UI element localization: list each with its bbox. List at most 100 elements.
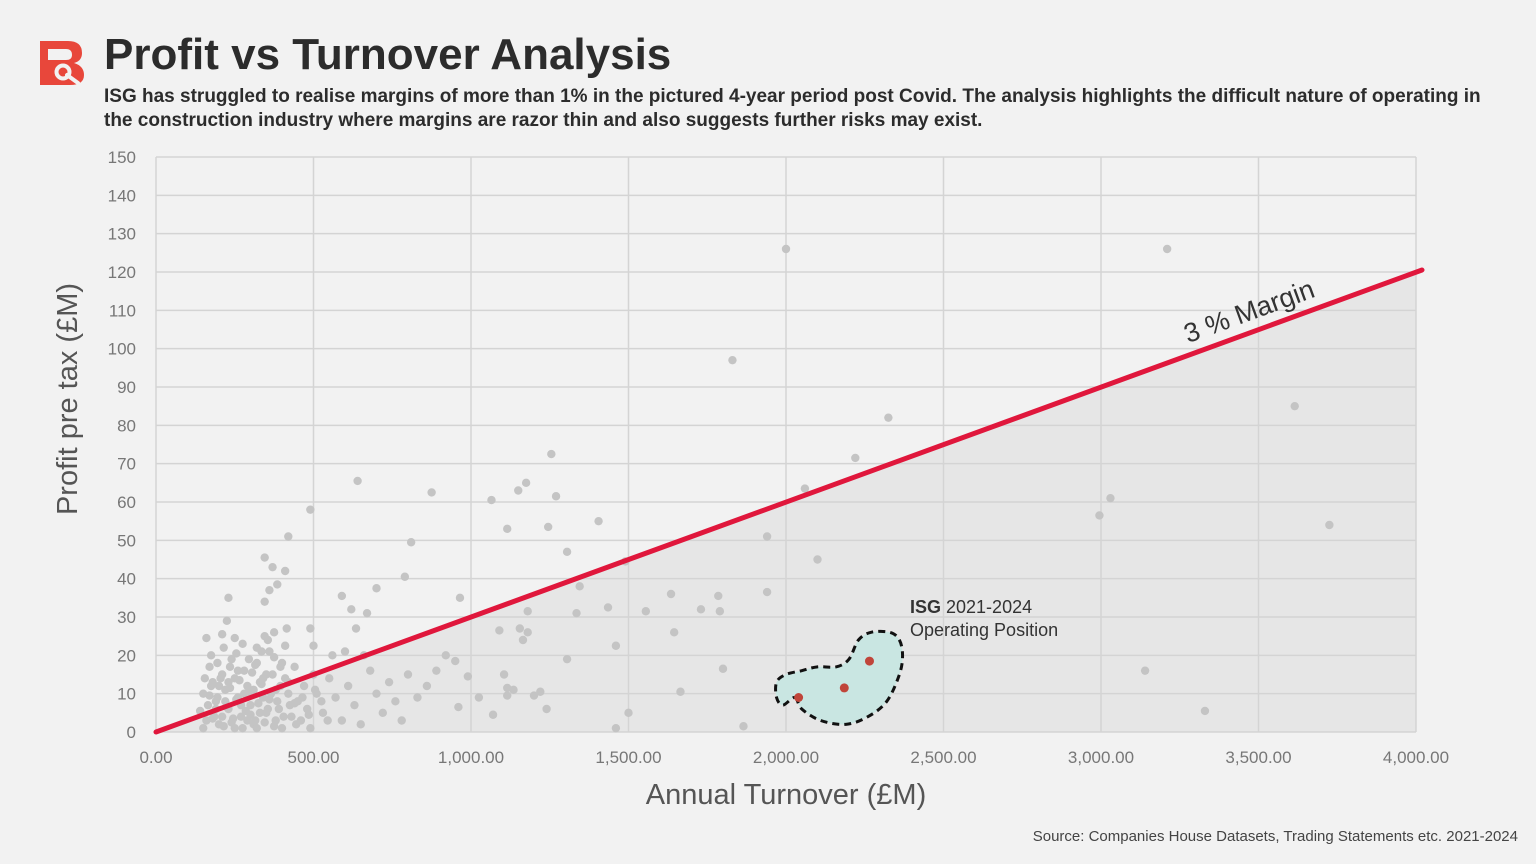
data-point: [282, 624, 291, 633]
data-point: [1140, 666, 1150, 675]
data-point: [536, 687, 545, 696]
data-point: [260, 553, 269, 562]
data-point: [696, 605, 706, 614]
data-point: [384, 677, 394, 687]
data-point: [1162, 244, 1172, 254]
data-point: [246, 710, 255, 719]
data-point: [347, 605, 356, 614]
data-point: [547, 449, 556, 459]
data-point: [299, 681, 309, 691]
data-point: [232, 649, 241, 658]
data-point: [269, 628, 279, 637]
x-tick-label: 4,000.00: [1383, 748, 1449, 767]
data-point: [199, 689, 208, 698]
data-point: [214, 681, 224, 691]
data-point: [257, 647, 266, 656]
data-point: [290, 699, 299, 708]
data-point: [542, 704, 551, 714]
y-tick-label: 50: [117, 531, 136, 550]
data-point: [306, 723, 315, 733]
y-tick-label: 110: [109, 301, 136, 320]
data-point: [351, 624, 361, 633]
data-point: [265, 695, 274, 704]
data-point: [206, 651, 216, 660]
data-point: [353, 476, 362, 486]
data-point: [268, 670, 277, 679]
data-point: [422, 681, 432, 691]
data-point: [488, 710, 498, 719]
data-point: [279, 712, 288, 721]
x-tick-label: 500.00: [288, 748, 340, 767]
data-point: [271, 716, 280, 725]
data-point: [240, 666, 249, 675]
data-point: [265, 585, 274, 595]
data-point: [503, 683, 512, 693]
y-tick-label: 100: [108, 340, 136, 359]
data-point: [624, 708, 633, 718]
data-point: [251, 660, 260, 670]
data-point: [851, 453, 860, 463]
data-point: [284, 689, 293, 698]
data-point: [227, 654, 236, 664]
data-point: [499, 670, 509, 679]
data-point: [277, 658, 287, 668]
data-point: [666, 589, 676, 599]
data-point: [739, 722, 748, 731]
brand-logo-icon: [40, 41, 84, 85]
isg-label: ISG 2021-2024: [910, 597, 1032, 617]
data-point: [277, 723, 287, 733]
margin-line: [153, 267, 1425, 735]
data-point: [269, 653, 279, 662]
data-point: [641, 607, 651, 616]
data-point: [503, 691, 512, 700]
data-point: [265, 647, 274, 656]
data-point: [594, 516, 603, 526]
data-point: [454, 702, 463, 712]
y-tick-label: 80: [117, 416, 136, 435]
data-point: [515, 624, 525, 633]
data-point: [202, 716, 211, 725]
data-point: [562, 547, 572, 557]
data-point: [575, 582, 584, 591]
data-point: [343, 681, 353, 691]
data-point: [230, 633, 239, 643]
y-tick-label: 60: [117, 493, 136, 512]
data-point: [227, 718, 236, 727]
data-point: [200, 674, 210, 683]
data-point: [340, 647, 350, 656]
data-point: [258, 674, 268, 683]
data-point: [290, 662, 299, 672]
data-point: [260, 597, 269, 606]
x-tick-label: 2,000.00: [753, 748, 819, 767]
data-point: [463, 672, 473, 681]
data-point: [263, 704, 273, 714]
data-point: [252, 723, 261, 733]
data-point: [287, 712, 296, 721]
x-tick-label: 3,000.00: [1068, 748, 1134, 767]
data-point: [213, 658, 222, 668]
y-tick-label: 30: [117, 608, 136, 627]
data-point: [225, 662, 235, 672]
data-point: [762, 587, 772, 597]
data-point: [514, 486, 523, 495]
y-tick-label: 90: [117, 378, 136, 397]
data-point: [391, 697, 400, 706]
data-point: [217, 712, 227, 721]
data-point: [318, 708, 328, 718]
data-point: [306, 624, 315, 633]
data-point: [337, 716, 347, 725]
data-point: [884, 413, 893, 422]
data-point: [350, 700, 359, 710]
data-point: [235, 676, 244, 685]
data-point: [238, 639, 247, 649]
data-point: [523, 628, 532, 637]
data-point: [487, 495, 496, 505]
data-point: [1290, 401, 1299, 411]
data-point: [762, 532, 772, 541]
data-point: [273, 580, 282, 589]
data-point: [521, 478, 531, 488]
data-point: [813, 555, 822, 564]
data-point: [205, 662, 214, 672]
y-tick-label: 70: [117, 455, 136, 474]
y-tick-label: 150: [108, 148, 136, 167]
